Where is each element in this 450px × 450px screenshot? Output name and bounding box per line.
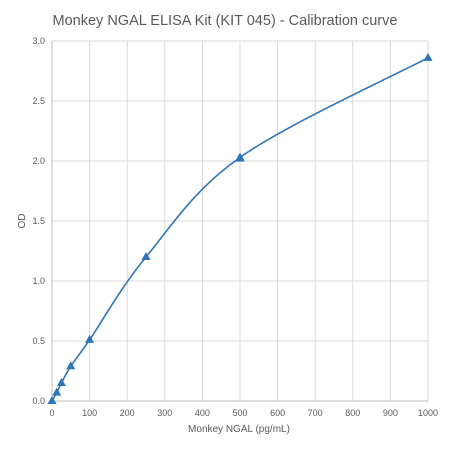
x-tick-label: 600 [270, 408, 285, 418]
y-tick-label: 2.5 [32, 96, 45, 106]
y-tick-label: 0.5 [32, 336, 45, 346]
x-tick-label: 300 [157, 408, 172, 418]
data-point-marker [47, 396, 57, 405]
y-tick-label: 3.0 [32, 36, 45, 46]
x-tick-label: 900 [383, 408, 398, 418]
y-tick-label: 2.0 [32, 156, 45, 166]
data-point-marker [56, 378, 66, 387]
data-point-marker [85, 334, 95, 343]
chart-title: Monkey NGAL ELISA Kit (KIT 045) - Calibr… [53, 13, 398, 29]
x-tick-label: 1000 [418, 408, 438, 418]
y-tick-label: 1.5 [32, 216, 45, 226]
axes [51, 41, 428, 402]
x-tick-label: 0 [49, 408, 54, 418]
x-axis-tick-labels: 0 100 200 300 400 500 600 700 800 900 1000 [49, 408, 438, 418]
data-point-marker [235, 153, 245, 162]
grid [52, 40, 429, 401]
x-tick-label: 700 [308, 408, 323, 418]
calibration-curve-line [51, 57, 429, 402]
data-point-marker [52, 387, 62, 396]
data-points [47, 52, 433, 405]
y-tick-label: 0.0 [32, 396, 45, 406]
y-tick-label: 1.0 [32, 276, 45, 286]
x-tick-label: 400 [195, 408, 210, 418]
data-point-marker [423, 52, 433, 61]
y-axis-title: OD [17, 214, 28, 229]
x-tick-label: 800 [345, 408, 360, 418]
data-point-marker [66, 361, 76, 370]
x-tick-label: 200 [120, 408, 135, 418]
y-axis-tick-labels: 0.0 0.5 1.0 1.5 2.0 2.5 3.0 [32, 36, 45, 406]
x-axis-title: Monkey NGAL (pg/mL) [188, 424, 290, 435]
data-point-marker [141, 252, 151, 261]
x-tick-label: 500 [232, 408, 247, 418]
x-tick-label: 100 [82, 408, 97, 418]
